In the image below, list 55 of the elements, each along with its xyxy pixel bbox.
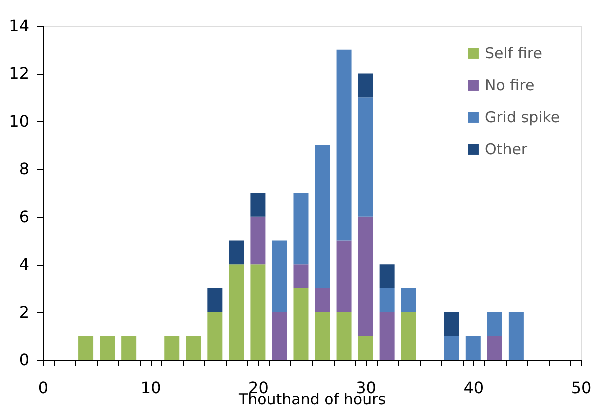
bar [294,193,309,265]
x-tick-label: 40 [464,378,484,398]
bar [229,264,244,360]
bar [401,288,416,312]
bar [208,288,223,312]
bar [315,312,330,360]
bar [380,312,395,360]
x-tick-label: 30 [356,378,376,398]
bar [294,264,309,288]
y-tick-label: 10 [9,112,30,131]
bar [358,336,374,360]
bar [294,288,309,360]
bar [122,336,137,360]
bar [229,240,244,265]
bar [315,288,330,312]
y-tick-label: 4 [19,255,30,274]
bar [508,312,524,360]
y-tick-label: 2 [19,302,30,322]
legend-label: Other [485,140,528,158]
bar [358,74,374,98]
bar [336,240,352,312]
bar [358,98,374,217]
bar [336,50,352,241]
bar [250,264,266,360]
y-tick-label: 12 [9,64,30,84]
bar [186,336,202,360]
x-tick-label: 0 [38,378,49,398]
bar [444,336,460,360]
x-tick-label: 50 [571,378,592,398]
bar [444,312,460,336]
y-tick-label: 8 [19,160,30,179]
bar [164,336,180,360]
legend-label: Self fire [485,44,542,62]
bar [78,336,94,360]
bar [380,264,395,288]
bar [487,312,502,336]
bar [401,312,416,360]
y-tick-label: 6 [19,207,30,226]
bar [272,240,288,312]
legend-label: No fire [485,76,535,94]
legend-label: Grid spike [485,108,560,126]
bar [487,336,502,360]
bar [208,312,223,360]
bar [250,193,266,217]
bar [336,312,352,360]
bar [272,312,288,360]
bar [315,145,330,288]
bar [358,216,374,336]
y-tick-label: 14 [9,16,30,36]
bar [250,216,266,265]
bar [380,288,395,312]
x-tick-label: 10 [140,378,162,398]
bar [466,336,481,360]
y-tick-label: 0 [19,350,30,370]
bar [100,336,116,360]
